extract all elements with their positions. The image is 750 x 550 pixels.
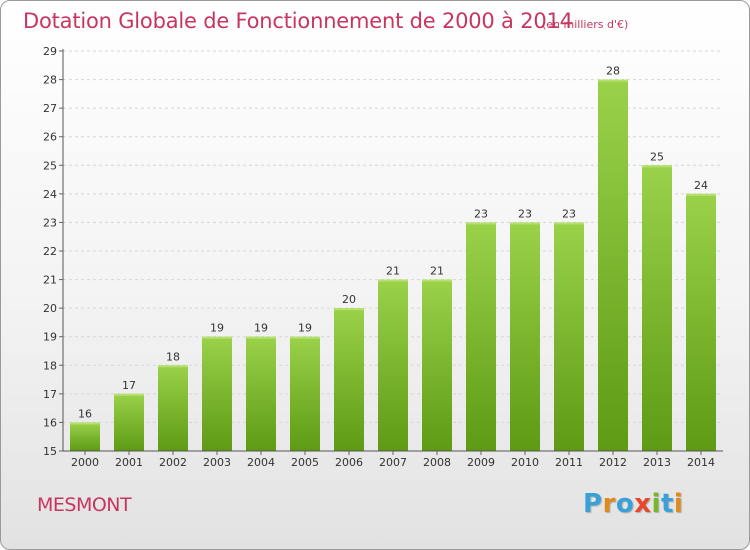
bar [158, 365, 188, 451]
town-name: MESMONT [37, 494, 132, 516]
x-tick-label: 2013 [643, 456, 671, 469]
x-tick-label: 2009 [467, 456, 495, 469]
x-tick-label: 2007 [379, 456, 407, 469]
data-label: 28 [606, 65, 620, 78]
bar-highlight [378, 279, 408, 282]
bar [246, 336, 276, 451]
logo-letter: t [660, 489, 674, 519]
bar [334, 308, 364, 451]
data-label: 18 [166, 350, 180, 363]
bars [70, 79, 716, 452]
logo-letter: o [615, 489, 635, 519]
y-tick-label: 25 [43, 159, 57, 172]
data-label: 17 [122, 379, 136, 392]
y-tick-label: 24 [43, 188, 57, 201]
bar [642, 165, 672, 452]
x-tick-label: 2001 [115, 456, 143, 469]
bar [598, 79, 628, 452]
bar-highlight [246, 336, 276, 339]
logo-letter: r [602, 489, 616, 519]
y-tick-label: 17 [43, 388, 57, 401]
bar [554, 222, 584, 451]
x-tick-label: 2003 [203, 456, 231, 469]
logo-letter: i [673, 489, 684, 519]
bar-highlight [334, 308, 364, 311]
bar-highlight [422, 279, 452, 282]
data-labels: 16 17 18 19 19 19 20 21 21 23 23 23 28 25 24 [78, 65, 708, 421]
bar-highlight [114, 393, 144, 396]
y-tick-label: 28 [43, 74, 57, 87]
x-tick-label: 2014 [687, 456, 715, 469]
x-tick-label: 2010 [511, 456, 539, 469]
bar-highlight [290, 336, 320, 339]
data-label: 23 [562, 207, 576, 220]
x-tick-label: 2008 [423, 456, 451, 469]
data-label: 23 [474, 207, 488, 220]
bar [202, 336, 232, 451]
bar-highlight [686, 193, 716, 196]
x-axis-ticks: 2000 2001 2002 2003 2004 2005 2006 2007 2008 2009… [71, 451, 715, 469]
data-label: 19 [298, 322, 312, 335]
x-tick-label: 2006 [335, 456, 363, 469]
bar [422, 279, 452, 451]
bar [378, 279, 408, 451]
y-tick-label: 26 [43, 131, 57, 144]
y-tick-label: 16 [43, 416, 57, 429]
x-tick-label: 2011 [555, 456, 583, 469]
bar [114, 393, 144, 451]
y-axis-ticks: 15 16 17 18 19 20 21 22 23 24 25 26 27 28 29 [43, 45, 63, 458]
bar-highlight [554, 222, 584, 225]
bar-highlight [598, 79, 628, 82]
x-tick-label: 2002 [159, 456, 187, 469]
data-label: 21 [430, 265, 444, 278]
bar [510, 222, 540, 451]
x-tick-label: 2000 [71, 456, 99, 469]
y-tick-label: 27 [43, 102, 57, 115]
logo-letter: P [583, 489, 603, 519]
y-tick-label: 20 [43, 302, 57, 315]
bar [686, 193, 716, 451]
y-tick-label: 29 [43, 45, 57, 58]
bar-highlight [642, 165, 672, 168]
bar-highlight [70, 422, 100, 425]
axes [62, 49, 723, 452]
chart-unit-note: (en milliers d'€) [542, 18, 629, 31]
bar-highlight [510, 222, 540, 225]
bar [70, 422, 100, 451]
y-tick-label: 21 [43, 274, 57, 287]
chart-title: Dotation Globale de Fonctionnement de 20… [23, 9, 573, 33]
bar-highlight [202, 336, 232, 339]
bar-highlight [158, 365, 188, 368]
data-label: 21 [386, 265, 400, 278]
logo-letter: i [651, 489, 661, 519]
data-label: 25 [650, 150, 664, 163]
data-label: 19 [210, 322, 224, 335]
data-label: 20 [342, 293, 356, 306]
bar [466, 222, 496, 451]
logo-letter: x [634, 489, 652, 519]
x-tick-label: 2005 [291, 456, 319, 469]
bar [290, 336, 320, 451]
y-tick-label: 18 [43, 359, 57, 372]
data-label: 16 [78, 407, 92, 420]
data-label: 24 [694, 179, 708, 192]
bar-highlight [466, 222, 496, 225]
data-label: 23 [518, 207, 532, 220]
y-tick-label: 15 [43, 445, 57, 458]
x-tick-label: 2012 [599, 456, 627, 469]
proxiti-logo[interactable]: Proxiti [583, 489, 683, 519]
y-tick-label: 19 [43, 331, 57, 344]
x-tick-label: 2004 [247, 456, 275, 469]
y-tick-label: 22 [43, 245, 57, 258]
y-tick-label: 23 [43, 216, 57, 229]
data-label: 19 [254, 322, 268, 335]
